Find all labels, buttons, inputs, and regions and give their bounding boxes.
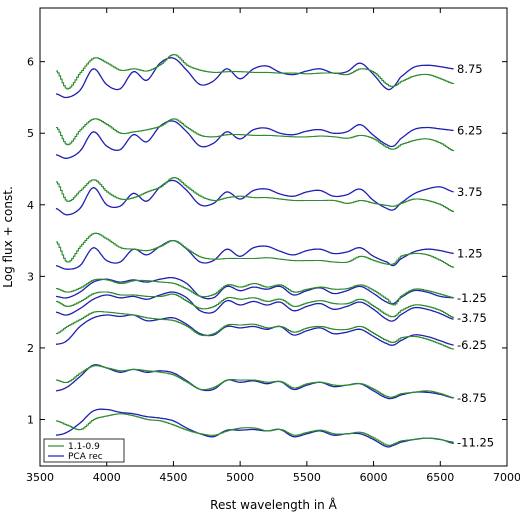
phase-label: -3.75 xyxy=(457,311,487,325)
legend-label-data: 1.1-0.9 xyxy=(68,442,100,452)
x-axis-label: Rest wavelength in Å xyxy=(210,497,337,512)
plot-frame xyxy=(39,7,508,467)
pca-line-7 xyxy=(55,364,454,400)
y-tick-label: 4 xyxy=(27,199,34,212)
phase-label: 6.25 xyxy=(457,123,483,137)
phase-label: 3.75 xyxy=(457,185,483,199)
data-step-line-6 xyxy=(56,311,455,350)
phase-label: -6.25 xyxy=(457,338,487,352)
x-tick-label: 7000 xyxy=(493,471,520,484)
y-axis-label: Log flux + const. xyxy=(1,186,15,288)
pca-line-4 xyxy=(55,276,454,305)
data-step-line-4 xyxy=(56,278,455,306)
pca-line-5 xyxy=(55,291,454,322)
x-tick-label: 5500 xyxy=(293,471,321,484)
x-tick-label: 5000 xyxy=(226,471,254,484)
data-step-line-1 xyxy=(56,118,455,152)
phase-labels: 8.75 6.25 3.75 1.25 -1.25 -3.75 -6.25 -8.75 -11.… xyxy=(457,62,494,450)
pca-line-1 xyxy=(55,120,454,159)
pca-line-8 xyxy=(55,408,454,448)
y-tick-label: 5 xyxy=(27,127,34,140)
phase-label: 8.75 xyxy=(457,62,483,76)
data-step-line-7 xyxy=(56,365,455,399)
x-tick-label: 6000 xyxy=(360,471,388,484)
axis-ticks: 3500 4000 4500 5000 5500 6000 6500 7000 1 2 3 4 5 6 xyxy=(26,8,520,484)
pca-line-0 xyxy=(55,57,454,99)
y-tick-label: 6 xyxy=(27,56,34,69)
y-tick-label: 2 xyxy=(27,342,34,355)
y-tick-label: 1 xyxy=(27,413,34,426)
data-step-line-8 xyxy=(56,413,455,447)
data-step-line-0 xyxy=(56,53,455,90)
legend: 1.1-0.9 PCA rec xyxy=(43,438,125,463)
data-step-line-3 xyxy=(56,232,455,268)
legend-label-pca: PCA rec xyxy=(68,452,103,462)
y-tick-label: 3 xyxy=(27,270,34,283)
phase-label: 1.25 xyxy=(457,246,483,260)
x-tick-label: 6500 xyxy=(426,471,454,484)
data-step-line-2 xyxy=(56,177,455,212)
data-step-line-5 xyxy=(56,291,455,318)
x-tick-label: 4000 xyxy=(93,471,121,484)
phase-label: -11.25 xyxy=(457,435,494,449)
series-layer xyxy=(55,53,455,448)
x-tick-label: 4500 xyxy=(159,471,187,484)
pca-line-2 xyxy=(55,179,454,216)
x-tick-label: 3500 xyxy=(26,471,54,484)
phase-label: -1.25 xyxy=(457,291,487,305)
pca-line-6 xyxy=(55,314,454,346)
plot-background xyxy=(40,8,507,466)
pca-line-3 xyxy=(55,239,454,270)
phase-label: -8.75 xyxy=(457,391,487,405)
